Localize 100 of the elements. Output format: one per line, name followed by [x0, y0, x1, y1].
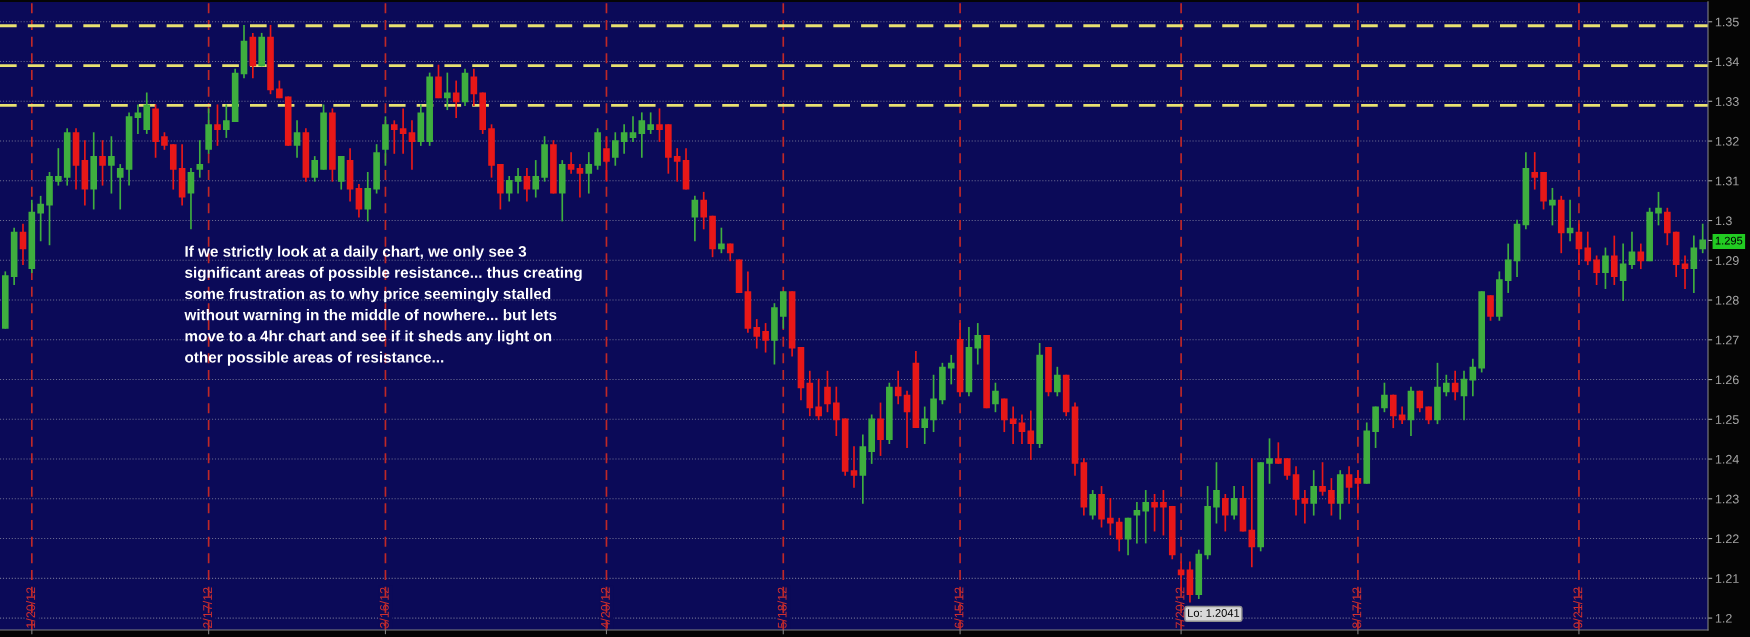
- candlestick: [833, 386, 840, 437]
- candlestick: [1054, 366, 1061, 397]
- candlestick: [390, 120, 398, 154]
- candlestick: [1593, 255, 1600, 285]
- y-tick-label: 1.25: [1715, 415, 1739, 424]
- candlestick: [824, 370, 831, 413]
- candlestick: [1345, 466, 1353, 504]
- candlestick: [1443, 374, 1450, 397]
- annotation: Lo: 1.2041: [1188, 609, 1240, 617]
- candlestick: [638, 112, 646, 158]
- candlestick: [1354, 470, 1362, 500]
- candlestick: [1248, 458, 1256, 568]
- candlestick: [1610, 235, 1618, 285]
- candlestick: [134, 104, 142, 134]
- candlestick: [408, 120, 416, 170]
- candlestick: [1000, 398, 1008, 433]
- candlestick: [532, 160, 540, 198]
- candlestick: [1504, 243, 1512, 293]
- y-tick-label: 1.2: [1715, 613, 1732, 623]
- candlestick: [1319, 462, 1326, 496]
- candlestick: [108, 136, 115, 194]
- candlestick: [691, 195, 699, 242]
- candlestick: [1575, 223, 1583, 266]
- candlestick: [55, 148, 62, 186]
- candlestick: [700, 191, 708, 230]
- candlestick: [762, 323, 769, 353]
- candlestick: [806, 370, 814, 417]
- candlestick: [1107, 497, 1114, 536]
- y-tick-label: 1.22: [1715, 534, 1739, 544]
- candlestick: [1027, 410, 1035, 460]
- candlestick: [205, 108, 212, 154]
- candlestick: [779, 291, 787, 329]
- candlestick: [850, 446, 858, 488]
- candlestick: [1018, 414, 1026, 444]
- candlestick: [1584, 231, 1592, 266]
- candlestick: [903, 390, 911, 448]
- candlestick: [1009, 406, 1017, 444]
- y-tick-label: 1.32: [1715, 136, 1739, 146]
- candlestick: [1301, 490, 1309, 524]
- candlestick: [1460, 370, 1468, 421]
- candlestick: [603, 136, 610, 182]
- candlestick: [116, 164, 124, 210]
- candlestick: [523, 168, 531, 202]
- candlestick: [1681, 255, 1689, 289]
- candlestick: [1531, 152, 1539, 190]
- candlestick: [1628, 231, 1636, 270]
- y-tick-label: 1.3: [1715, 216, 1732, 226]
- candlestick: [620, 124, 628, 154]
- candlestick: [947, 354, 955, 385]
- candlestick: [435, 64, 442, 99]
- candlestick: [1160, 490, 1167, 536]
- candlestick: [576, 164, 584, 198]
- y-tick-label: 1.34: [1715, 57, 1739, 67]
- x-tick-label: 2/17/12: [202, 587, 212, 628]
- candlestick: [382, 116, 389, 166]
- candlestick: [718, 227, 725, 254]
- candlestick: [567, 152, 575, 174]
- candlestick: [1213, 462, 1220, 524]
- candlestick: [470, 68, 478, 107]
- candlestick: [921, 406, 929, 444]
- candlestick: [1151, 494, 1158, 532]
- candlestick: [1381, 382, 1388, 413]
- candlestick: [1115, 517, 1123, 552]
- candlestick: [99, 140, 106, 186]
- y-tick-label: 1.21: [1715, 574, 1739, 583]
- candlestick: [169, 144, 177, 190]
- candlestick: [647, 112, 654, 134]
- candlestick: [877, 402, 884, 456]
- y-tick-label: 1.35: [1715, 17, 1739, 27]
- candlestick: [1328, 478, 1335, 516]
- candlestick: [585, 152, 593, 194]
- y-tick-label: 1.27: [1715, 335, 1739, 345]
- candlestick: [444, 72, 451, 111]
- candlestick: [611, 132, 619, 166]
- x-tick-label: 6/15/12: [954, 587, 964, 628]
- candlestick: [143, 92, 151, 134]
- candlestick: [364, 172, 372, 222]
- candlestick: [1549, 187, 1556, 226]
- candlestick: [1089, 490, 1097, 520]
- candlestick: [399, 108, 407, 154]
- y-tick-label: 1.33: [1715, 97, 1739, 106]
- x-tick-label: 8/17/12: [1352, 587, 1362, 629]
- candlestick: [514, 168, 522, 194]
- candlestick: [1275, 442, 1282, 464]
- y-tick-label: 1.23: [1715, 494, 1739, 504]
- candlestick: [1487, 295, 1494, 321]
- x-tick-label: 9/21/12: [1573, 587, 1583, 629]
- candlestick: [930, 374, 937, 433]
- x-tick-label: 3/16/12: [379, 587, 389, 629]
- candlestick: [37, 195, 44, 242]
- y-tick-label: 1.31: [1715, 176, 1739, 186]
- candlestick: [753, 319, 761, 349]
- candlestick: [1389, 394, 1397, 429]
- candlestick: [1416, 390, 1424, 413]
- candlestick: [1142, 490, 1150, 544]
- y-tick-label: 1.24: [1715, 454, 1739, 464]
- candlestick: [187, 168, 195, 230]
- candlestick: [505, 175, 513, 202]
- candlestick: [1619, 243, 1627, 301]
- candlestick: [311, 156, 319, 182]
